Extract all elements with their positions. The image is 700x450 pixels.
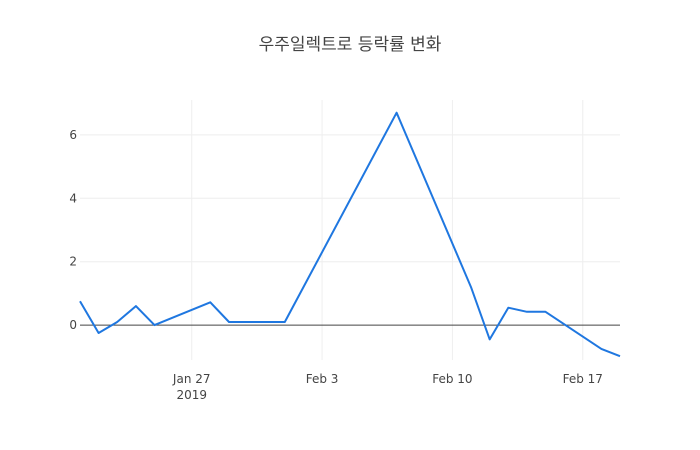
series-line: [79, 111, 621, 358]
series-layer: [79, 111, 621, 358]
x-tick-label: Feb 10: [432, 372, 472, 386]
x-tick-sublabel: 2019: [176, 388, 207, 402]
y-tick-label: 0: [69, 318, 77, 332]
y-tick-label: 2: [69, 255, 77, 269]
axes: 0 2 4 6 Jan 27 2019 Feb 3 Feb 10 Feb 17: [69, 128, 620, 402]
x-tick-label: Jan 27: [172, 372, 211, 386]
grid: [80, 100, 620, 360]
x-tick-label: Feb 17: [563, 372, 603, 386]
x-tick-label: Feb 3: [306, 372, 339, 386]
y-tick-label: 6: [69, 128, 77, 142]
chart-title: 우주일렉트로 등락률 변화: [259, 35, 442, 55]
y-tick-label: 4: [69, 191, 77, 205]
